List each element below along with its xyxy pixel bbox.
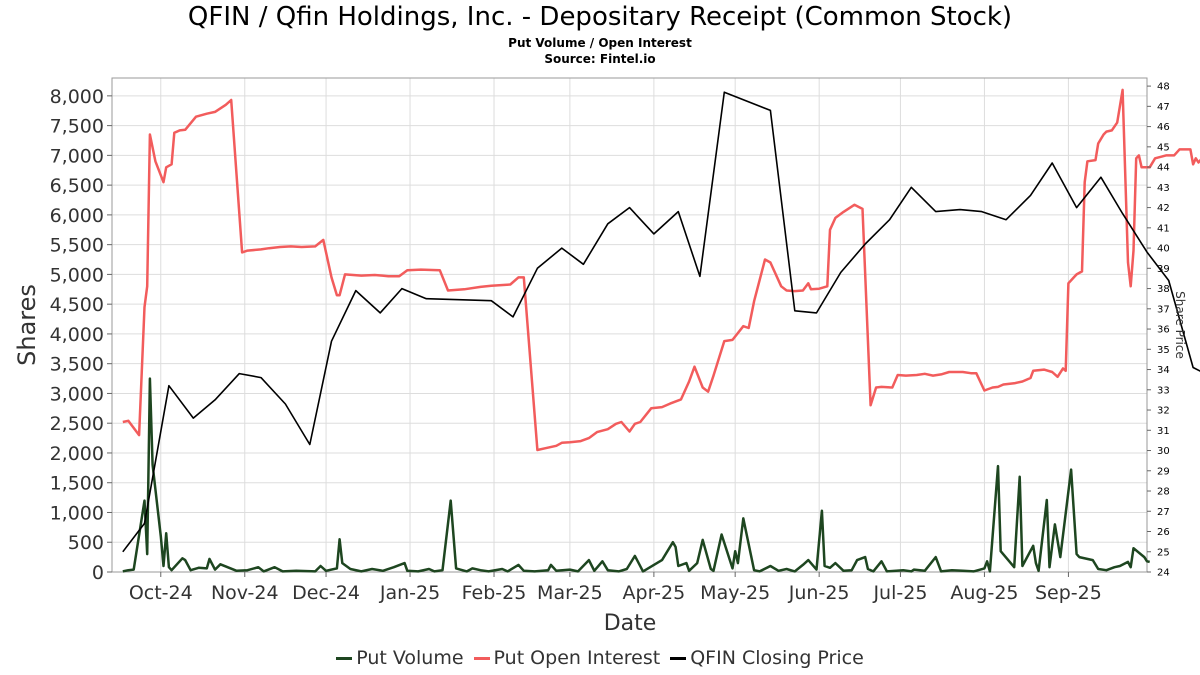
y-tick-label: 3,500	[50, 354, 104, 376]
y2-axis-label: Share Price	[1173, 291, 1187, 359]
y-tick-label: 2,000	[50, 443, 104, 465]
x-tick-label: Oct-24	[129, 582, 193, 604]
y2-tick-label: 29	[1157, 466, 1170, 477]
x-tick-label: Apr-25	[623, 582, 686, 604]
y-tick-label: 2,500	[50, 413, 104, 435]
y-tick-label: 6,000	[50, 205, 104, 227]
y-tick-label: 7,000	[50, 145, 104, 167]
chart-source: Source: Fintel.io	[544, 52, 656, 66]
y2-tick-label: 48	[1157, 82, 1170, 93]
x-tick-label: Aug-25	[950, 582, 1018, 604]
y2-tick-label: 36	[1157, 325, 1170, 336]
legend-label-closing-price: QFIN Closing Price	[690, 647, 864, 669]
series-layer	[122, 88, 1200, 573]
y-tick-label: 1,000	[50, 502, 104, 524]
y-tick-label: 6,500	[50, 175, 104, 197]
y2-tick-label: 28	[1157, 487, 1170, 498]
series-line-put-volume	[122, 377, 1150, 573]
legend-label-put-open-interest: Put Open Interest	[493, 647, 661, 669]
y2-tick-label: 31	[1157, 426, 1170, 437]
x-tick-label: Jun-25	[788, 582, 850, 604]
chart-subtitle: Put Volume / Open Interest	[508, 36, 692, 50]
legend-swatch-put-volume	[336, 656, 353, 660]
y-tick-label: 1,500	[50, 473, 104, 495]
y2-tick-label: 27	[1157, 507, 1170, 518]
chart-canvas: 0 500 1,000 1,500 2,000 2,500 3,000 3,500 4,000 4…	[13, 77, 1200, 636]
y-tick-label: 5,500	[50, 235, 104, 257]
y-tick-label: 500	[68, 532, 104, 554]
x-tick-label: Jul-25	[872, 582, 927, 604]
legend-item-closing-price: QFIN Closing Price	[670, 647, 864, 669]
chart-title: QFIN / Qfin Holdings, Inc. - Depositary …	[187, 2, 1013, 32]
y2-tick-label: 30	[1157, 446, 1170, 457]
x-tick-label: May-25	[700, 582, 770, 604]
y-tick-label: 5,000	[50, 264, 104, 286]
legend-item-put-volume: Put Volume	[336, 647, 464, 669]
legend-swatch-put-open-interest	[473, 656, 490, 660]
x-tick-label: Mar-25	[537, 582, 603, 604]
legend-item-put-open-interest: Put Open Interest	[473, 647, 661, 669]
grid-layer	[112, 78, 1147, 573]
y2-tick-label: 41	[1157, 223, 1170, 234]
x-tick-label: Dec-24	[292, 582, 360, 604]
y-axis-label: Shares	[13, 284, 41, 366]
y-tick-label: 4,500	[50, 294, 104, 316]
y2-tick-label: 35	[1157, 345, 1170, 356]
legend-label-put-volume: Put Volume	[356, 647, 464, 669]
x-tick-label: Jan-25	[379, 582, 440, 604]
y-tick-label: 7,500	[50, 116, 104, 138]
legend: Put Volume Put Open Interest QFIN Closin…	[0, 647, 1200, 669]
y2-tick-label: 26	[1157, 527, 1170, 538]
y2-tick-label: 32	[1157, 406, 1170, 417]
y2-tick-label: 34	[1157, 365, 1170, 376]
y2-tick-label: 44	[1157, 163, 1170, 174]
y2-tick-label: 39	[1157, 264, 1170, 275]
y2-tick-label: 24	[1157, 568, 1170, 579]
y2-tick-label: 37	[1157, 304, 1170, 315]
x-tick-label: Nov-24	[211, 582, 279, 604]
legend-swatch-closing-price	[670, 656, 687, 660]
y-tick-label: 4,000	[50, 324, 104, 346]
y2-axis-ticks: 24 25 26 27 28 29 30 31 32 33 34 35 36 37 38 39 40 41 42 43…	[1147, 82, 1170, 579]
y2-tick-label: 40	[1157, 244, 1170, 255]
x-tick-label: Sep-25	[1035, 582, 1102, 604]
y-tick-label: 0	[92, 562, 104, 584]
y2-tick-label: 43	[1157, 183, 1170, 194]
y-tick-label: 3,000	[50, 383, 104, 405]
y2-tick-label: 47	[1157, 102, 1170, 113]
x-axis-label: Date	[604, 611, 657, 636]
y2-tick-label: 42	[1157, 203, 1170, 214]
y2-tick-label: 46	[1157, 122, 1170, 133]
y-axis-ticks: 0 500 1,000 1,500 2,000 2,500 3,000 3,500 4,000 4…	[50, 86, 112, 584]
y2-tick-label: 25	[1157, 547, 1170, 558]
y2-tick-label: 45	[1157, 142, 1170, 153]
series-line-qfin-closing-price	[122, 91, 1200, 553]
y2-tick-label: 38	[1157, 284, 1170, 295]
series-line-put-open-interest	[122, 88, 1200, 452]
plot-area-border	[111, 77, 1148, 573]
x-tick-label: Feb-25	[462, 582, 527, 604]
x-axis-ticks: Oct-24 Nov-24 Dec-24 Jan-25 Feb-25 Mar-25 Apr-…	[129, 572, 1102, 604]
y2-tick-label: 33	[1157, 385, 1170, 396]
y-tick-label: 8,000	[50, 86, 104, 108]
